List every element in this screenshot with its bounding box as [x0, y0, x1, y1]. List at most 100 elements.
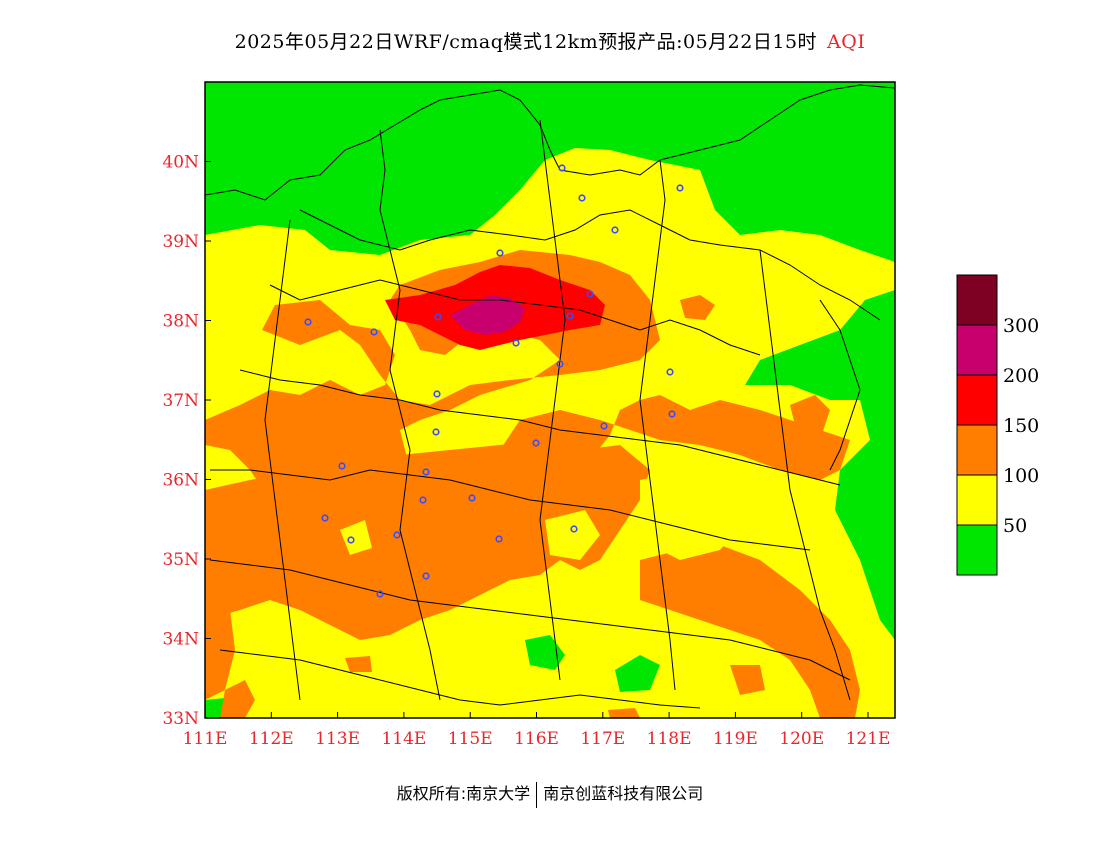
lon-tick-label: 111E [183, 729, 228, 749]
station-marker [468, 494, 476, 502]
aqi-band-sensitive-patch-2 [790, 395, 830, 445]
copyright-left: 版权所有:南京大学 [396, 784, 531, 803]
station-marker [570, 525, 578, 533]
boundary-line-11 [264, 219, 301, 701]
legend-swatch [956, 524, 998, 576]
station-marker [422, 572, 430, 580]
legend-swatch [956, 424, 998, 476]
aqi-band-sensitive-patch-3 [680, 295, 715, 320]
boundary-coast [819, 299, 861, 471]
copyright-footer: 版权所有:南京大学 南京创蓝科技有限公司 [0, 780, 1100, 808]
title-aqi: AQI [827, 31, 866, 53]
boundary-line-12 [759, 249, 851, 701]
lon-tick-label: 112E [249, 729, 294, 749]
station-marker [376, 590, 384, 598]
station-markers [304, 164, 684, 598]
lat-tick-label: 34N [162, 630, 199, 650]
station-marker [668, 410, 676, 418]
lon-tick-label: 115E [448, 729, 493, 749]
footer-separator [536, 781, 538, 808]
aqi-band-good-east [745, 290, 895, 640]
title-main: 2025年05月22日WRF/cmaq模式12km预报产品:05月22日15时 [234, 31, 818, 53]
station-marker [666, 368, 674, 376]
station-marker [434, 313, 442, 321]
aqi-band-sensitive-patch-6 [608, 708, 640, 718]
boundary-line-1 [205, 84, 895, 201]
copyright-right: 南京创蓝科技有限公司 [543, 784, 704, 803]
legend-swatch [956, 374, 998, 426]
aqi-band-sensitive-patch-1 [220, 680, 255, 718]
aqi-band-good-north [205, 82, 895, 262]
admin-boundaries [205, 84, 895, 709]
lat-tick-label: 37N [162, 391, 199, 411]
station-marker [495, 535, 503, 543]
lon-tick-label: 119E [713, 729, 758, 749]
lon-tick-label: 118E [647, 729, 692, 749]
aqi-band-good-nw [205, 82, 240, 120]
legend-label: 50 [1003, 515, 1027, 537]
boundary-line-2 [299, 209, 881, 321]
station-marker [338, 462, 346, 470]
boundary-line-9 [539, 119, 566, 681]
station-marker [419, 496, 427, 504]
aqi-legend: 50 100 150 200 300 [956, 274, 1039, 576]
lon-tick-label: 121E [846, 729, 891, 749]
legend-label: 300 [1003, 315, 1039, 337]
lat-tick-label: 33N [162, 709, 199, 729]
aqi-hole-moderate-1 [445, 410, 485, 445]
legend-swatch [956, 274, 998, 326]
legend-label: 200 [1003, 365, 1039, 387]
legend-label: 100 [1003, 465, 1039, 487]
boundary-line-10 [639, 159, 676, 691]
lat-tick-label: 35N [162, 550, 199, 570]
station-marker [347, 536, 355, 544]
lon-tick-label: 114E [381, 729, 426, 749]
station-marker [532, 439, 540, 447]
boundary-line-8 [379, 129, 441, 701]
station-marker [496, 249, 504, 257]
aqi-band-good-patch-2 [615, 655, 660, 692]
aqi-hole-moderate-3 [340, 520, 372, 555]
station-marker [304, 318, 312, 326]
aqi-field [205, 82, 895, 718]
station-marker [393, 531, 401, 539]
legend-swatch [956, 474, 998, 526]
boundary-line-5 [210, 469, 811, 551]
station-marker [512, 339, 520, 347]
lat-tick-label: 39N [162, 232, 199, 252]
lat-tick-label: 36N [162, 471, 199, 491]
legend-label: 150 [1003, 415, 1039, 437]
aqi-band-sensitive-patch-4 [730, 665, 765, 695]
station-marker [611, 226, 619, 234]
station-marker [676, 184, 684, 192]
lat-tick-label: 38N [162, 312, 199, 332]
aqi-band-sensitive-south [205, 440, 650, 640]
station-marker [433, 390, 441, 398]
boundary-line-6 [209, 559, 851, 681]
aqi-band-sensitive-patch-5 [345, 656, 372, 672]
aqi-hole-moderate-2 [545, 510, 600, 560]
station-marker [422, 468, 430, 476]
station-marker [558, 164, 566, 172]
aqi-band-sensitive-east [640, 545, 860, 718]
station-marker [600, 422, 608, 430]
lon-tick-label: 120E [779, 729, 824, 749]
aqi-band-very-unhealthy-core [450, 295, 525, 335]
station-marker [432, 428, 440, 436]
boundary-line-7 [219, 649, 701, 709]
legend-swatch [956, 324, 998, 376]
lon-tick-label: 113E [315, 729, 360, 749]
lon-tick-label: 117E [580, 729, 625, 749]
station-marker [321, 514, 329, 522]
lon-tick-label: 116E [514, 729, 559, 749]
station-marker [556, 360, 564, 368]
map-title: 2025年05月22日WRF/cmaq模式12km预报产品:05月22日15时 A… [0, 27, 1100, 54]
station-marker [566, 312, 574, 320]
longitude-axis: 111E 112E 113E 114E 115E 116E 117E 118E 119E 120E… [183, 712, 891, 749]
latitude-axis: 33N 34N 35N 36N 37N 38N 39N 40N [162, 153, 211, 729]
boundary-line-4 [239, 369, 841, 486]
lat-tick-label: 40N [162, 153, 199, 173]
station-marker [586, 290, 594, 298]
boundary-line-3 [269, 279, 761, 356]
